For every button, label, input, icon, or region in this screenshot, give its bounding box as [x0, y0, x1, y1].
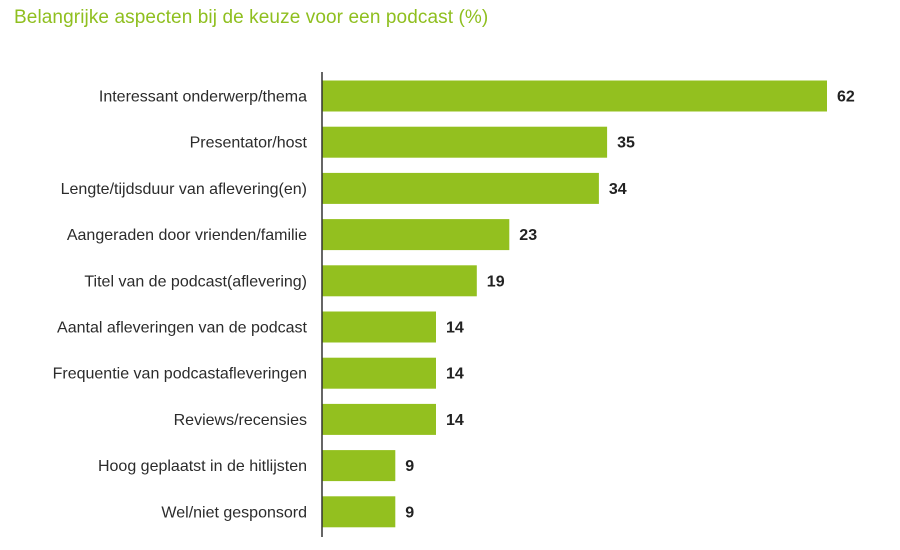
bar-1 — [322, 126, 608, 158]
bar-2 — [322, 172, 599, 204]
value-label: 62 — [837, 89, 855, 106]
bar-4 — [322, 265, 477, 297]
bar-9 — [322, 496, 396, 528]
value-label: 35 — [617, 135, 635, 152]
bar-6 — [322, 357, 436, 389]
bar-0 — [322, 80, 827, 112]
bar-3 — [322, 219, 510, 251]
category-label: Aantal afleveringen van de podcast — [57, 320, 308, 337]
category-label: Wel/niet gesponsord — [161, 504, 307, 521]
value-label: 9 — [405, 458, 414, 475]
value-label: 14 — [446, 412, 464, 429]
category-label: Titel van de podcast(aflevering) — [84, 273, 307, 290]
category-label: Aangeraden door vrienden/familie — [67, 227, 307, 244]
value-label: 34 — [609, 181, 627, 198]
value-label: 19 — [487, 273, 505, 290]
bar-5 — [322, 311, 436, 343]
chart-title: Belangrijke aspecten bij de keuze voor e… — [14, 7, 489, 28]
category-label: Reviews/recensies — [174, 412, 307, 429]
category-label: Hoog geplaatst in de hitlijsten — [98, 458, 307, 475]
category-label: Frequentie van podcastafleveringen — [53, 366, 307, 383]
bar-7 — [322, 403, 436, 435]
value-label: 23 — [519, 227, 537, 244]
value-label: 14 — [446, 320, 464, 337]
bar-8 — [322, 450, 396, 482]
value-label: 14 — [446, 366, 464, 383]
category-label: Presentator/host — [190, 135, 308, 152]
category-label: Lengte/tijdsduur van aflevering(en) — [61, 181, 307, 198]
category-label: Interessant onderwerp/thema — [99, 89, 307, 106]
value-label: 9 — [405, 504, 414, 521]
